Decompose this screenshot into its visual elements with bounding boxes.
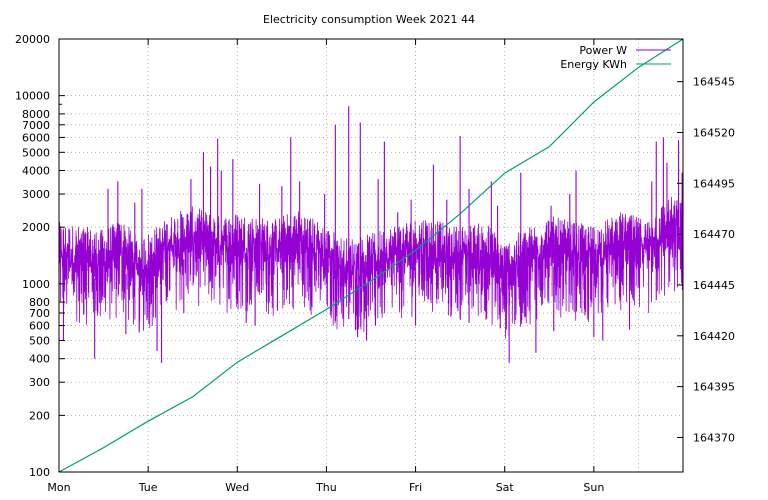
y-left-tick-label: 5000 <box>22 146 50 159</box>
y-left-tick-label: 7000 <box>22 119 50 132</box>
y-right-tick-label: 164520 <box>693 127 735 140</box>
y-left-tick-label: 8000 <box>22 108 50 121</box>
y-right-tick-label: 164370 <box>693 431 735 444</box>
legend-label-power: Power W <box>579 44 627 57</box>
y-left-tick-label: 800 <box>29 296 50 309</box>
legend-label-energy: Energy KWh <box>560 58 627 71</box>
x-tick-label: Tue <box>138 481 158 494</box>
y-left-tick-label: 20000 <box>15 33 50 46</box>
y-left-tick-label: 600 <box>29 320 50 333</box>
y-left-tick-label: 4000 <box>22 165 50 178</box>
y-left-tick-label: 200 <box>29 409 50 422</box>
y-right-tick-label: 164495 <box>693 177 735 190</box>
legend: Power W Energy KWh <box>560 44 671 71</box>
x-tick-label: Fri <box>409 481 422 494</box>
series-layer <box>58 38 684 473</box>
x-tick-label: Wed <box>225 481 249 494</box>
y-left-tick-label: 1000 <box>22 278 50 291</box>
y-left-tick-label: 3000 <box>22 188 50 201</box>
y-left-tick-label: 6000 <box>22 131 50 144</box>
y-right-tick-label: 164420 <box>693 330 735 343</box>
chart-title: Electricity consumption Week 2021 44 <box>263 13 475 26</box>
x-tick-label: Mon <box>47 481 70 494</box>
x-tick-label: Sat <box>496 481 515 494</box>
series-power-line <box>58 196 684 339</box>
plot-frame <box>58 38 684 473</box>
y-left-tick-label: 300 <box>29 376 50 389</box>
x-tick-label: Thu <box>315 481 337 494</box>
y-left-tick-label: 100 <box>29 466 50 479</box>
y-left-tick-label: 400 <box>29 353 50 366</box>
y-left-tick-label: 2000 <box>22 221 50 234</box>
x-tick-label: Sun <box>583 481 604 494</box>
series-energy-line <box>58 38 684 473</box>
y-right-tick-label: 164445 <box>693 279 735 292</box>
y-left-tick-label: 10000 <box>15 90 50 103</box>
y-right-tick-label: 164470 <box>693 228 735 241</box>
y-right-tick-label: 164545 <box>693 76 735 89</box>
y-left-tick-label: 500 <box>29 334 50 347</box>
y-right-tick-label: 164395 <box>693 381 735 394</box>
y-left-tick-label: 700 <box>29 307 50 320</box>
